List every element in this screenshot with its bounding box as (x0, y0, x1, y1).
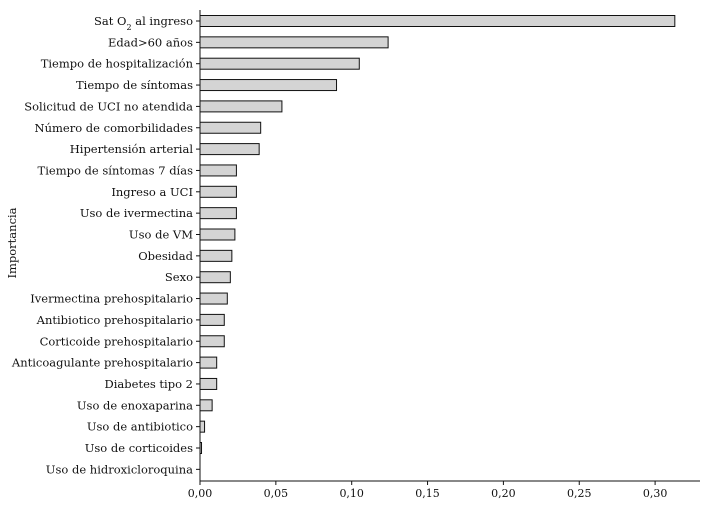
x-tick-label: 0,00 (188, 487, 213, 500)
category-label: Antibiotico prehospitalario (36, 313, 193, 327)
x-axis-ticks: 0,00 0,05 0,10 0,15 0,20 0,25 0,30 (188, 481, 668, 500)
category-label: Corticoide prehospitalario (40, 334, 194, 348)
category-label: Sexo (165, 270, 193, 284)
category-label: Tiempo de síntomas (76, 78, 193, 92)
x-tick-label: 0,25 (567, 487, 592, 500)
bar (199, 143, 260, 156)
bar (199, 399, 213, 412)
category-label: Solicitud de UCI no atendida (24, 99, 193, 113)
category-label: Ivermectina prehospitalario (30, 292, 193, 306)
category-label: Uso de enoxaparina (77, 398, 193, 412)
x-tick-label: 0,10 (339, 487, 364, 500)
category-label: Edad>60 años (108, 35, 193, 49)
bar (199, 100, 283, 113)
bar (199, 228, 236, 241)
category-label: Obesidad (138, 249, 193, 263)
bar (199, 313, 225, 326)
bar (199, 79, 338, 92)
bar (199, 420, 206, 433)
bar (199, 185, 237, 198)
category-label: Hipertensión arterial (70, 142, 194, 156)
category-label: Uso de ivermectina (80, 206, 193, 220)
bar (199, 121, 262, 134)
bars-group (199, 15, 676, 454)
category-label: Anticoagulante prehospitalario (11, 356, 193, 370)
x-tick-label: 0,30 (643, 487, 668, 500)
bar (199, 335, 225, 348)
bar (199, 292, 228, 305)
category-label: Número de comorbilidades (35, 121, 194, 135)
y-axis-title: Importancia (5, 207, 19, 278)
x-tick-label: 0,20 (491, 487, 516, 500)
bar (199, 15, 676, 27)
bar (199, 164, 237, 177)
bar (199, 377, 218, 390)
x-tick-label: 0,15 (415, 487, 440, 500)
bar (199, 271, 231, 284)
category-label: Uso de antibiotico (87, 420, 193, 434)
category-label: Uso de corticoides (85, 441, 193, 455)
bar (199, 356, 218, 369)
bar (199, 207, 237, 220)
category-label: Ingreso a UCI (111, 185, 193, 199)
category-labels: Sat O2 al ingreso Edad>60 años Tiempo de h… (11, 14, 200, 476)
category-label: Uso de VM (129, 228, 193, 242)
category-label: Tiempo de hospitalización (41, 57, 194, 71)
category-label: Uso de hidroxicloroquina (46, 462, 193, 476)
category-label: Sat O2 al ingreso (94, 14, 193, 32)
bar (199, 57, 360, 70)
category-label: Diabetes tipo 2 (105, 377, 193, 391)
category-label: Tiempo de síntomas 7 días (38, 163, 194, 177)
bar (199, 249, 233, 262)
x-tick-label: 0,05 (264, 487, 289, 500)
bar (199, 36, 389, 49)
